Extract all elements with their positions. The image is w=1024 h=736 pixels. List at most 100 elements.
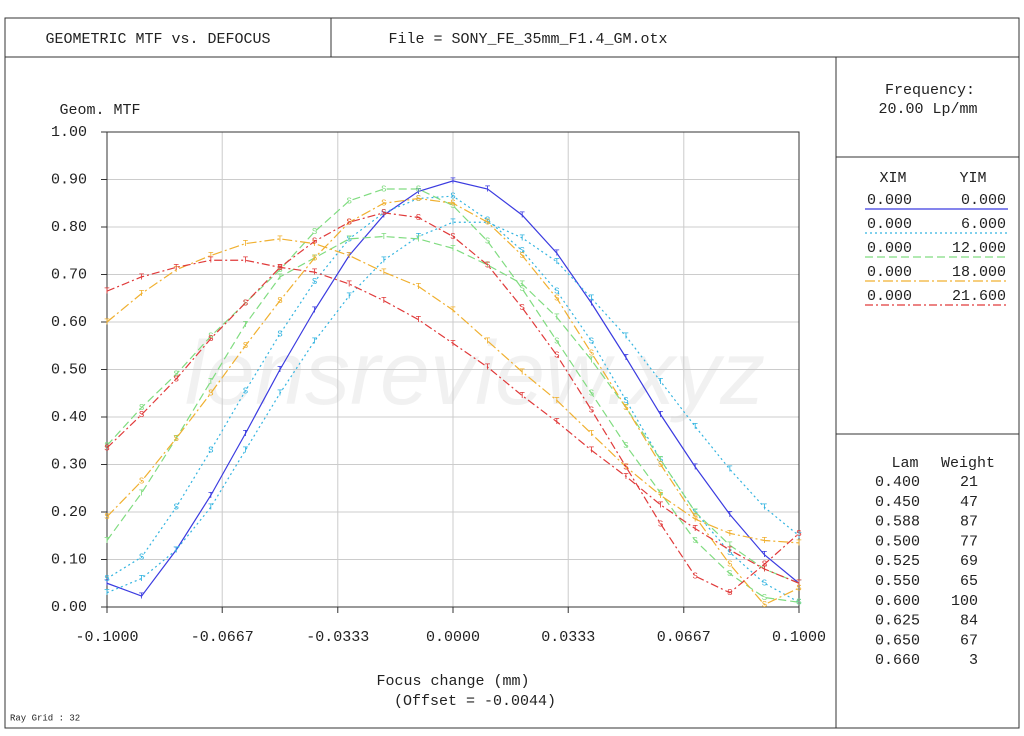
curve-marker: S	[450, 199, 455, 209]
curve-marker: T	[277, 272, 283, 282]
watermark: lensreview.xyz	[185, 324, 765, 424]
curve-marker: T	[692, 422, 698, 432]
curve-marker: S	[381, 208, 386, 218]
curve-marker: T	[589, 294, 595, 304]
curve-marker: T	[243, 256, 249, 266]
wavelength: 0.450	[875, 494, 920, 511]
curve-marker: S	[727, 560, 732, 570]
curve-marker: T	[519, 233, 525, 243]
wavelength: 0.650	[875, 632, 920, 649]
curve-marker: T	[658, 455, 664, 465]
curve-marker: T	[277, 263, 283, 273]
curve-marker: T	[727, 465, 733, 475]
curve-marker: S	[346, 234, 351, 244]
x-tick-label: 0.0667	[657, 629, 711, 646]
curve-marker: S	[104, 512, 109, 522]
curve-marker: T	[762, 564, 768, 574]
y-tick-label: 0.20	[51, 504, 87, 521]
curve-marker: T	[208, 491, 214, 501]
curve-marker: S	[139, 403, 144, 413]
curve-marker: S	[692, 572, 697, 582]
curve-marker: T	[450, 176, 456, 186]
curve-marker: T	[554, 313, 560, 323]
legend-xim: 0.000	[867, 192, 912, 209]
weight: 87	[960, 514, 978, 531]
x-tick-label: 0.0333	[541, 629, 595, 646]
curve-marker: T	[346, 291, 352, 301]
curve-marker: S	[208, 389, 213, 399]
curve-marker: S	[485, 237, 490, 247]
legend-xim: 0.000	[867, 216, 912, 233]
x-axis-label: Focus change (mm)	[376, 673, 529, 690]
curve-marker: S	[796, 598, 801, 608]
curve-marker: S	[277, 296, 282, 306]
curve-marker: S	[208, 446, 213, 456]
curve-marker: S	[796, 583, 801, 593]
curve-marker: S	[416, 213, 421, 223]
y-axis-label: Geom. MTF	[59, 102, 140, 119]
curve-marker: S	[519, 303, 524, 313]
x-axis-note: (Offset = -0.0044)	[394, 693, 556, 710]
curve-marker: T	[139, 488, 145, 498]
curve-marker: T	[208, 256, 214, 266]
weight: 77	[960, 533, 978, 550]
legend-yim: 0.000	[961, 192, 1006, 209]
curve-marker: T	[173, 265, 179, 275]
plot-area	[106, 131, 800, 608]
curve-marker: S	[346, 196, 351, 206]
curve-marker: T	[381, 256, 387, 266]
weight: 69	[960, 553, 978, 570]
curve-marker: T	[104, 287, 110, 297]
curve-marker: S	[104, 574, 109, 584]
curve-marker: T	[623, 462, 629, 472]
curve-marker: S	[416, 194, 421, 204]
curve-marker: S	[623, 403, 628, 413]
curve-marker: T	[692, 524, 698, 534]
curve-marker: T	[692, 462, 698, 472]
y-tick-label: 0.50	[51, 361, 87, 378]
curve-marker: T	[762, 550, 768, 560]
curve-marker: T	[519, 391, 525, 401]
curve-marker: T	[139, 574, 145, 584]
curve-marker: T	[692, 507, 698, 517]
wavelength-header: Weight	[941, 455, 995, 472]
curve-marker: S	[312, 253, 317, 263]
curve-marker: S	[623, 462, 628, 472]
curve-marker: T	[623, 332, 629, 342]
wavelength: 0.600	[875, 593, 920, 610]
curve-marker: S	[173, 434, 178, 444]
curve-marker: T	[416, 282, 422, 292]
curve-marker: T	[589, 429, 595, 439]
curve-marker: T	[762, 503, 768, 513]
wavelength-header: Lam	[891, 455, 918, 472]
curve-marker: T	[554, 417, 560, 427]
curve-marker: T	[485, 336, 491, 346]
mtf-curve	[106, 238, 800, 544]
curve-marker: S	[589, 389, 594, 399]
curve-marker: S	[139, 410, 144, 420]
curve-marker: S	[139, 477, 144, 487]
x-tick-label: -0.1000	[75, 629, 138, 646]
curve-marker: T	[589, 298, 595, 308]
curve-marker: T	[416, 234, 422, 244]
legend-header: XIM	[879, 170, 906, 187]
curve-marker: S	[658, 488, 663, 498]
frequency-value: 20.00 Lp/mm	[878, 101, 977, 118]
curve-marker: S	[312, 277, 317, 287]
y-tick-label: 0.80	[51, 219, 87, 236]
frame	[4, 17, 1020, 729]
curve-marker: S	[277, 329, 282, 339]
curve-marker: T	[277, 365, 283, 375]
curve-marker: T	[208, 377, 214, 387]
curve-marker: S	[450, 192, 455, 202]
curve-marker: T	[381, 211, 387, 221]
curve-marker: T	[519, 211, 525, 221]
curve-marker: S	[346, 218, 351, 228]
wavelength: 0.400	[875, 474, 920, 491]
curve-marker: T	[796, 579, 802, 589]
curve-marker: T	[208, 503, 214, 513]
curve-marker: S	[554, 294, 559, 304]
mtf-curve	[106, 195, 800, 603]
curve-marker: T	[104, 588, 110, 598]
x-tick-label: -0.0333	[306, 629, 369, 646]
